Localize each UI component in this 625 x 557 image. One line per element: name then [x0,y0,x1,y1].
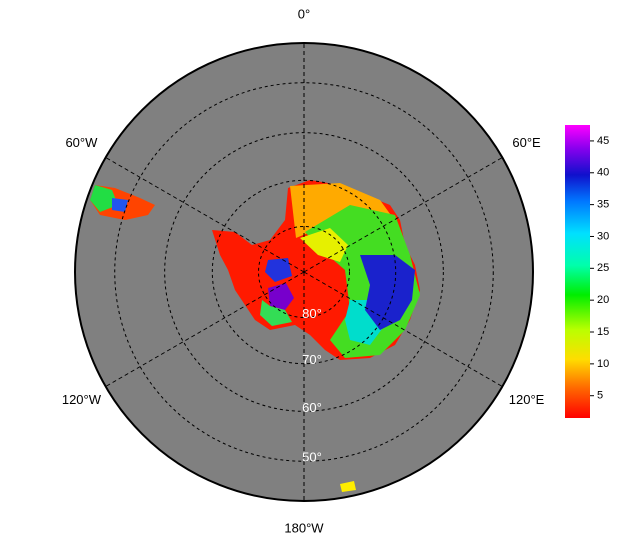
parallel-label: 80° [302,306,322,321]
meridian [105,271,305,387]
colorbar-tick-label: 20 [597,294,609,306]
south-america-blue [112,198,128,212]
meridian-label: 0° [298,6,310,21]
south-america-green [90,185,118,212]
meridian-label: 180°W [284,520,324,535]
field-blue [360,255,415,330]
colorbar-tick-label: 40 [597,167,609,179]
island-patch [340,481,356,492]
colorbar-tick-label: 25 [597,262,609,274]
graticule-labels: 80° 70° 60° 50° 0° 60°E 120°E 180°W 120°W 60°W [62,6,545,535]
meridian [105,157,305,273]
colorbar-tick-label: 30 [597,230,609,242]
meridian-label: 120°W [62,392,102,407]
meridian [303,157,503,273]
parallel [164,132,444,412]
colorbar-ticks: 5 10 15 20 25 30 35 40 45 [590,135,609,402]
field-purple-ross [268,283,294,310]
meridian-label: 60°E [512,135,541,150]
parallel [211,179,397,365]
meridian-label: 60°W [65,135,98,150]
colorbar-tick-label: 35 [597,199,609,211]
colorbar [565,125,590,418]
meridian [303,271,503,387]
colorbar-tick-label: 10 [597,358,609,370]
colorbar-tick-label: 45 [597,135,609,147]
colorbar-tick-label: 15 [597,326,609,338]
parallel-label: 50° [302,450,322,465]
graticule [105,43,503,501]
parallel [114,82,494,462]
parallel [258,226,350,318]
meridian-label: 120°E [509,392,545,407]
colorbar-tick-label: 5 [597,390,603,402]
field-blue-ross [265,258,292,282]
parallel-label: 60° [302,400,322,415]
field-green-ross [260,300,292,326]
parallel-label: 70° [302,352,322,367]
land [90,180,420,492]
